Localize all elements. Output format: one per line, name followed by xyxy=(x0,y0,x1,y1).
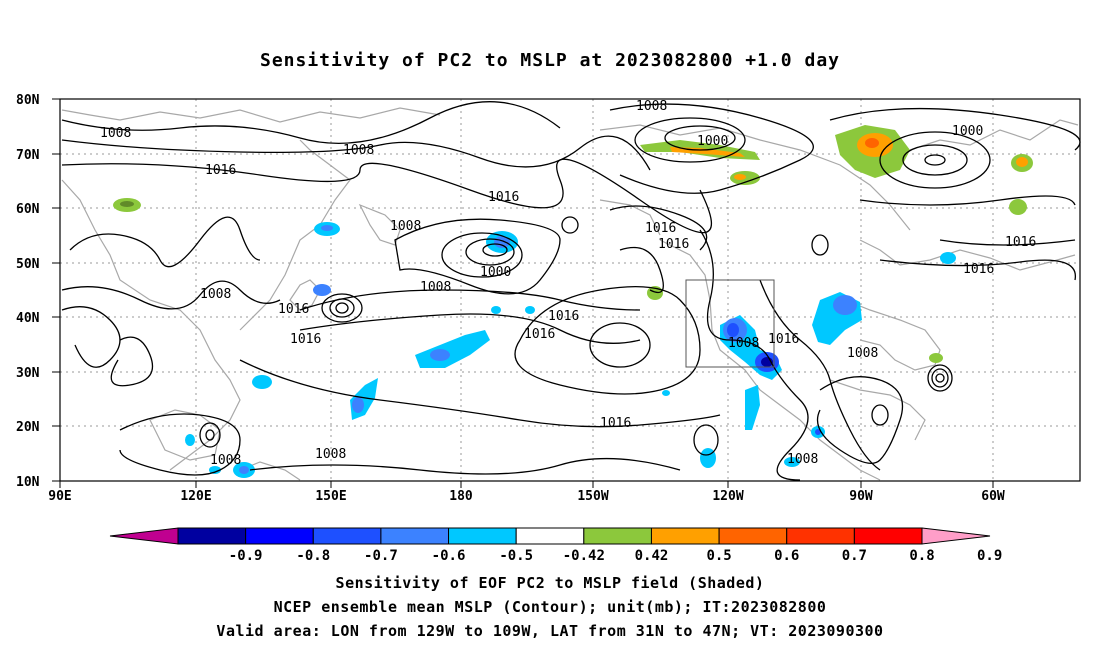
lon-tick-label: 180 xyxy=(449,489,473,504)
colorbar-tick-label: -0.6 xyxy=(432,548,466,564)
contour-label: 1016 xyxy=(548,309,579,324)
contour-label: 1016 xyxy=(963,262,994,277)
lon-tick-label: 120E xyxy=(180,489,211,504)
colorbar-segment xyxy=(718,527,788,545)
lon-tick-label: 120W xyxy=(712,489,743,504)
contour-label: 1016 xyxy=(290,332,321,347)
lat-tick-label: 40N xyxy=(16,311,40,326)
contour-labels: 1008 1008 1008 1000 1000 1016 1008 1016 … xyxy=(100,99,1036,468)
lon-tick-label: 60W xyxy=(981,489,1005,504)
map-panel: 1008 1008 1008 1000 1000 1016 1008 1016 … xyxy=(16,93,1081,504)
colorbar: -0.9 -0.8 -0.7 -0.6 -0.5 -0.42 0.42 0.5 0.6 0.7 0.… xyxy=(109,527,1002,564)
contour-label: 1008 xyxy=(728,336,759,351)
colorbar-segment xyxy=(786,527,855,545)
contour-label: 1008 xyxy=(390,219,421,234)
contour-label: 1016 xyxy=(524,327,555,342)
colorbar-segment xyxy=(515,527,585,545)
mslp-contours xyxy=(61,101,1081,481)
colorbar-tick-label: 0.6 xyxy=(774,548,799,564)
colorbar-segment xyxy=(583,527,652,545)
valid-area-box xyxy=(685,279,775,368)
colorbar-extend-low xyxy=(109,527,179,545)
colorbar-tick-label: -0.9 xyxy=(229,548,263,564)
colorbar-tick-label: -0.7 xyxy=(364,548,398,564)
lat-tick-label: 80N xyxy=(16,93,40,108)
contour-label: 1008 xyxy=(636,99,667,114)
lat-tick-label: 60N xyxy=(16,202,40,217)
contour-label: 1008 xyxy=(100,126,131,141)
lon-tick-label: 90W xyxy=(849,489,873,504)
map-background xyxy=(60,99,1080,481)
lat-tick-labels: 80N 70N 60N 50N 40N 30N 20N 10N xyxy=(16,93,40,490)
colorbar-segment xyxy=(853,527,923,545)
contour-label: 1016 xyxy=(1005,235,1036,250)
contour-label: 1016 xyxy=(658,237,689,252)
contour-label: 1008 xyxy=(420,280,451,295)
contour-label: 1008 xyxy=(200,287,231,302)
colorbar-tick-label: 0.42 xyxy=(635,548,669,564)
lat-tick-label: 10N xyxy=(16,475,40,490)
colorbar-tick-label: -0.42 xyxy=(563,548,605,564)
colorbar-tick-label: 0.9 xyxy=(977,548,1002,564)
colorbar-segment xyxy=(448,527,517,545)
contour-label: 1008 xyxy=(315,447,346,462)
contour-label: 1000 xyxy=(480,265,511,280)
colorbar-segment xyxy=(245,527,314,545)
colorbar-segment xyxy=(177,527,247,545)
contour-label: 1016 xyxy=(205,163,236,178)
colorbar-segment xyxy=(650,527,720,545)
contour-label: 1000 xyxy=(697,134,728,149)
lat-tick-label: 30N xyxy=(16,366,40,381)
axis-ticks xyxy=(52,98,994,488)
lat-tick-label: 70N xyxy=(16,148,40,163)
colorbar-tick-label: 0.8 xyxy=(909,548,934,564)
contour-label: 1008 xyxy=(787,452,818,467)
lat-tick-label: 50N xyxy=(16,257,40,272)
caption-line-2: NCEP ensemble mean MSLP (Contour); unit(… xyxy=(273,598,827,616)
colorbar-tick-label: -0.5 xyxy=(499,548,533,564)
contour-label: 1008 xyxy=(210,453,241,468)
contour-label: 1008 xyxy=(847,346,878,361)
colorbar-tick-label: 0.7 xyxy=(842,548,867,564)
lon-tick-label: 150E xyxy=(315,489,346,504)
contour-label: 1016 xyxy=(488,190,519,205)
contour-label: 1000 xyxy=(952,124,983,139)
coastlines xyxy=(61,107,1079,481)
colorbar-tick-label: 0.5 xyxy=(706,548,731,564)
contour-label: 1016 xyxy=(278,302,309,317)
chart-title: Sensitivity of PC2 to MSLP at 2023082800… xyxy=(259,50,840,71)
lat-tick-label: 20N xyxy=(16,420,40,435)
lon-tick-labels: 90E 120E 150E 180 150W 120W 90W 60W xyxy=(48,489,1005,504)
colorbar-tick-label: -0.8 xyxy=(296,548,330,564)
caption-line-3: Valid area: LON from 129W to 109W, LAT f… xyxy=(216,622,884,640)
contour-label: 1016 xyxy=(600,416,631,431)
colorbar-segment xyxy=(312,527,382,545)
contour-label: 1008 xyxy=(343,143,374,158)
colorbar-segment xyxy=(380,527,450,545)
map-frame xyxy=(59,98,1081,482)
caption-line-1: Sensitivity of EOF PC2 to MSLP field (Sh… xyxy=(335,574,765,592)
sensitivity-shading xyxy=(113,125,1033,478)
colorbar-extend-high xyxy=(921,527,991,545)
lon-tick-label: 90E xyxy=(48,489,71,504)
contour-label: 1016 xyxy=(645,221,676,236)
contour-label: 1016 xyxy=(768,332,799,347)
lon-tick-label: 150W xyxy=(577,489,608,504)
